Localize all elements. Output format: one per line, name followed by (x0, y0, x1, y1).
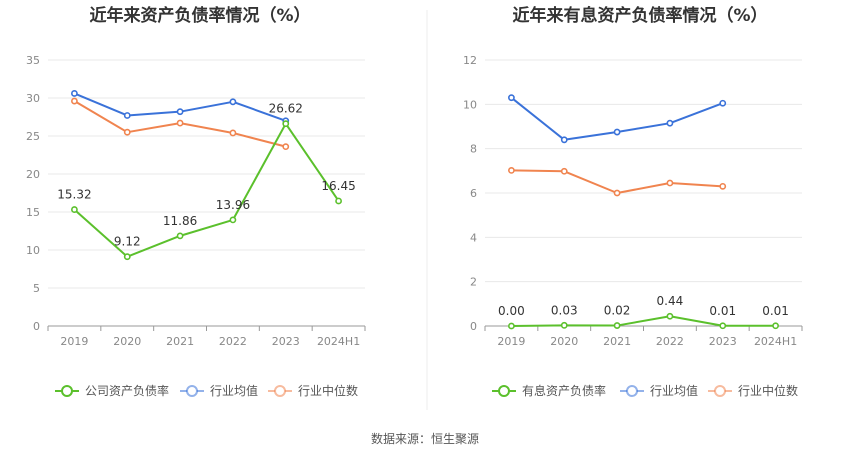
y-tick-label: 12 (463, 54, 477, 67)
legend-label[interactable]: 有息资产负债率 (522, 383, 606, 398)
series-line (73, 122, 340, 258)
data-point[interactable] (560, 136, 568, 144)
legend-swatch-marker[interactable] (186, 385, 198, 397)
legend-swatch-marker[interactable] (274, 385, 286, 397)
data-point[interactable] (508, 94, 515, 102)
data-point[interactable] (666, 179, 674, 187)
data-point[interactable] (71, 206, 78, 213)
chart-title: 近年来资产负债率情况（%） (89, 5, 310, 26)
y-tick-label: 5 (33, 282, 40, 295)
data-point[interactable] (71, 97, 78, 105)
data-point[interactable] (176, 232, 184, 240)
data-label: 0.44 (657, 294, 684, 308)
data-label: 16.45 (321, 179, 355, 193)
data-label: 0.00 (498, 304, 525, 318)
legend-label[interactable]: 行业中位数 (298, 383, 358, 398)
x-tick-label: 2022 (656, 335, 684, 348)
data-point[interactable] (719, 322, 727, 330)
y-tick-label: 0 (470, 320, 477, 333)
y-tick-label: 0 (33, 320, 40, 333)
x-tick-label: 2019 (497, 335, 525, 348)
legend-label[interactable]: 行业均值 (210, 383, 258, 398)
x-tick-label: 2021 (603, 335, 631, 348)
y-tick-label: 10 (463, 98, 477, 111)
data-point[interactable] (123, 128, 131, 136)
legend-swatch-marker[interactable] (498, 385, 510, 397)
data-label: 0.02 (604, 304, 631, 318)
data-point[interactable] (176, 108, 184, 116)
legend-swatch-marker[interactable] (626, 385, 638, 397)
y-tick-label: 6 (470, 187, 477, 200)
data-point[interactable] (560, 321, 568, 329)
data-point[interactable] (772, 322, 779, 330)
data-source-note: 数据来源：恒生聚源 (371, 431, 479, 446)
x-tick-label: 2020 (550, 335, 578, 348)
data-point[interactable] (666, 312, 674, 320)
y-tick-label: 25 (26, 130, 40, 143)
data-point[interactable] (229, 216, 237, 224)
data-point[interactable] (229, 98, 237, 106)
y-tick-label: 4 (470, 231, 477, 244)
x-tick-label: 2021 (166, 335, 194, 348)
data-point[interactable] (282, 143, 290, 151)
chart-title: 近年来有息资产负债率情况（%） (512, 5, 767, 26)
data-label: 26.62 (269, 102, 303, 116)
data-point[interactable] (719, 182, 727, 190)
x-tick-label: 2022 (219, 335, 247, 348)
legend-swatch-marker[interactable] (61, 385, 73, 397)
data-point[interactable] (176, 119, 184, 127)
data-point[interactable] (282, 120, 290, 128)
y-tick-label: 15 (26, 206, 40, 219)
data-point[interactable] (123, 112, 131, 119)
data-label: 0.01 (762, 304, 789, 318)
data-point[interactable] (229, 129, 237, 137)
x-tick-label: 2023 (709, 335, 737, 348)
y-tick-label: 8 (470, 143, 477, 156)
data-point[interactable] (560, 167, 568, 175)
legend-label[interactable]: 行业均值 (650, 383, 698, 398)
x-tick-label: 2023 (272, 335, 300, 348)
data-point[interactable] (613, 322, 621, 329)
data-point[interactable] (508, 166, 515, 174)
data-point[interactable] (613, 128, 621, 136)
legend-swatch-marker[interactable] (714, 385, 726, 397)
data-label: 9.12 (114, 235, 141, 249)
legend-label[interactable]: 公司资产负债率 (85, 383, 169, 398)
data-point[interactable] (719, 99, 727, 107)
legend-label[interactable]: 行业中位数 (738, 383, 798, 398)
x-tick-label: 2020 (113, 335, 141, 348)
y-tick-label: 10 (26, 244, 40, 257)
data-label: 13.96 (216, 198, 250, 212)
y-tick-label: 20 (26, 168, 40, 181)
data-point[interactable] (508, 322, 515, 330)
x-tick-label: 2019 (60, 335, 88, 348)
y-tick-label: 30 (26, 92, 40, 105)
data-label: 11.86 (163, 214, 197, 228)
data-label: 0.01 (709, 304, 736, 318)
data-point[interactable] (123, 253, 131, 261)
series-line (511, 315, 776, 327)
data-point[interactable] (613, 189, 621, 197)
data-point[interactable] (71, 90, 78, 97)
y-tick-label: 2 (470, 276, 477, 289)
data-label: 15.32 (57, 188, 91, 202)
x-tick-label: 2024H1 (754, 335, 797, 348)
debt-ratio-chart: 近年来资产负债率情况（%） 0 5 10 15 20 25 30 35 2019 2020 2021 2… (26, 5, 366, 398)
data-label: 0.03 (551, 303, 578, 317)
interest-bearing-debt-ratio-chart: 近年来有息资产负债率情况（%） 0 2 4 6 8 10 12 2019 2020 2021 2022… (463, 5, 803, 398)
data-point[interactable] (335, 197, 342, 205)
data-point[interactable] (666, 119, 674, 127)
x-tick-label: 2024H1 (317, 335, 360, 348)
y-tick-label: 35 (26, 54, 40, 67)
